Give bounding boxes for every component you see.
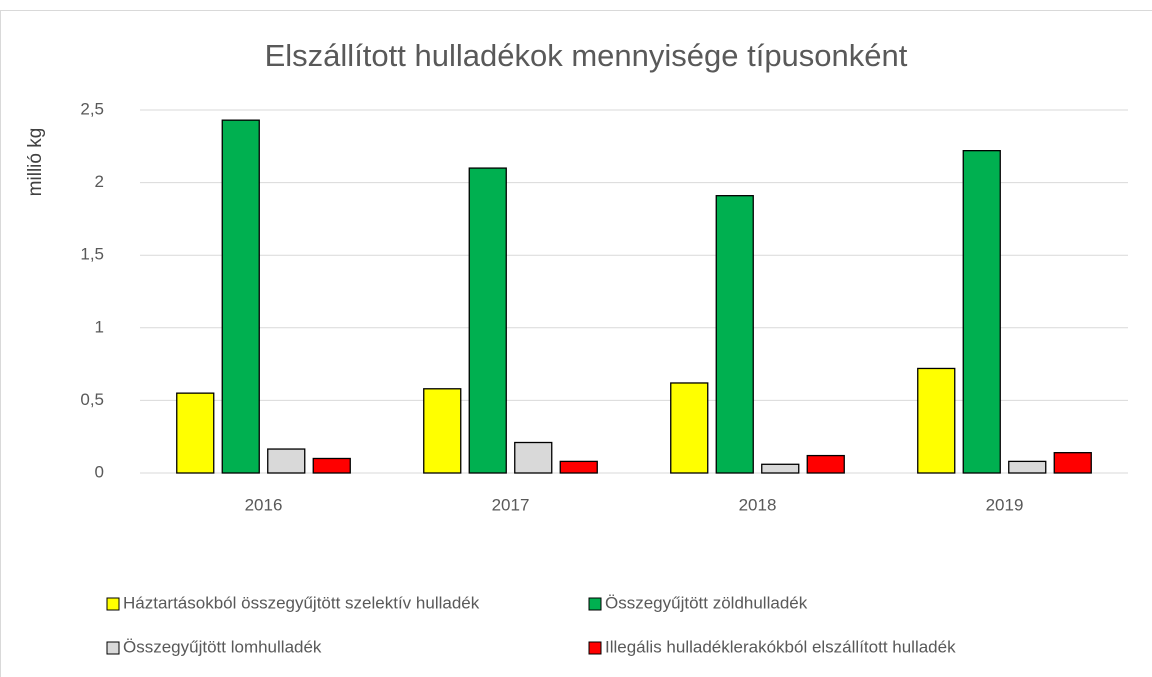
- legend-label: Háztartásokból összegyűjtött szelektív h…: [123, 593, 480, 612]
- bar: [559, 460, 598, 474]
- bar: [670, 382, 709, 474]
- x-tick-label: 2018: [739, 495, 777, 514]
- legend-swatch: [588, 641, 602, 655]
- bar: [962, 150, 1001, 474]
- legend-swatch: [588, 597, 602, 611]
- bar: [514, 441, 553, 474]
- bar: [715, 195, 754, 474]
- bar: [312, 457, 351, 474]
- bar: [1053, 452, 1092, 474]
- bar: [806, 454, 845, 474]
- bar: [1008, 460, 1047, 474]
- bar: [221, 119, 260, 474]
- legend-label: Illegális hulladéklerakókból elszállítot…: [605, 637, 956, 656]
- chart-title: Elszállított hulladékok mennyisége típus…: [265, 38, 908, 73]
- y-tick-label: 0: [95, 462, 104, 481]
- bar: [468, 167, 507, 474]
- y-tick-label: 2,5: [80, 99, 104, 118]
- y-axis-label: millió kg: [25, 128, 46, 197]
- y-tick-label: 1,5: [80, 245, 104, 264]
- bar: [917, 367, 956, 474]
- chart-frame: [0, 10, 1152, 677]
- legend-label: Összegyűjtött zöldhulladék: [605, 593, 808, 612]
- y-tick-label: 0,5: [80, 390, 104, 409]
- y-tick-label: 1: [95, 317, 104, 336]
- bar: [423, 388, 462, 474]
- bar: [761, 463, 800, 474]
- x-tick-label: 2017: [492, 495, 530, 514]
- legend-label: Összegyűjtött lomhulladék: [123, 637, 322, 656]
- legend-swatch: [106, 597, 120, 611]
- legend-swatch: [106, 641, 120, 655]
- x-tick-label: 2016: [245, 495, 283, 514]
- bar: [267, 448, 306, 474]
- x-tick-label: 2019: [986, 495, 1024, 514]
- y-tick-label: 2: [95, 172, 104, 191]
- bar: [176, 392, 215, 474]
